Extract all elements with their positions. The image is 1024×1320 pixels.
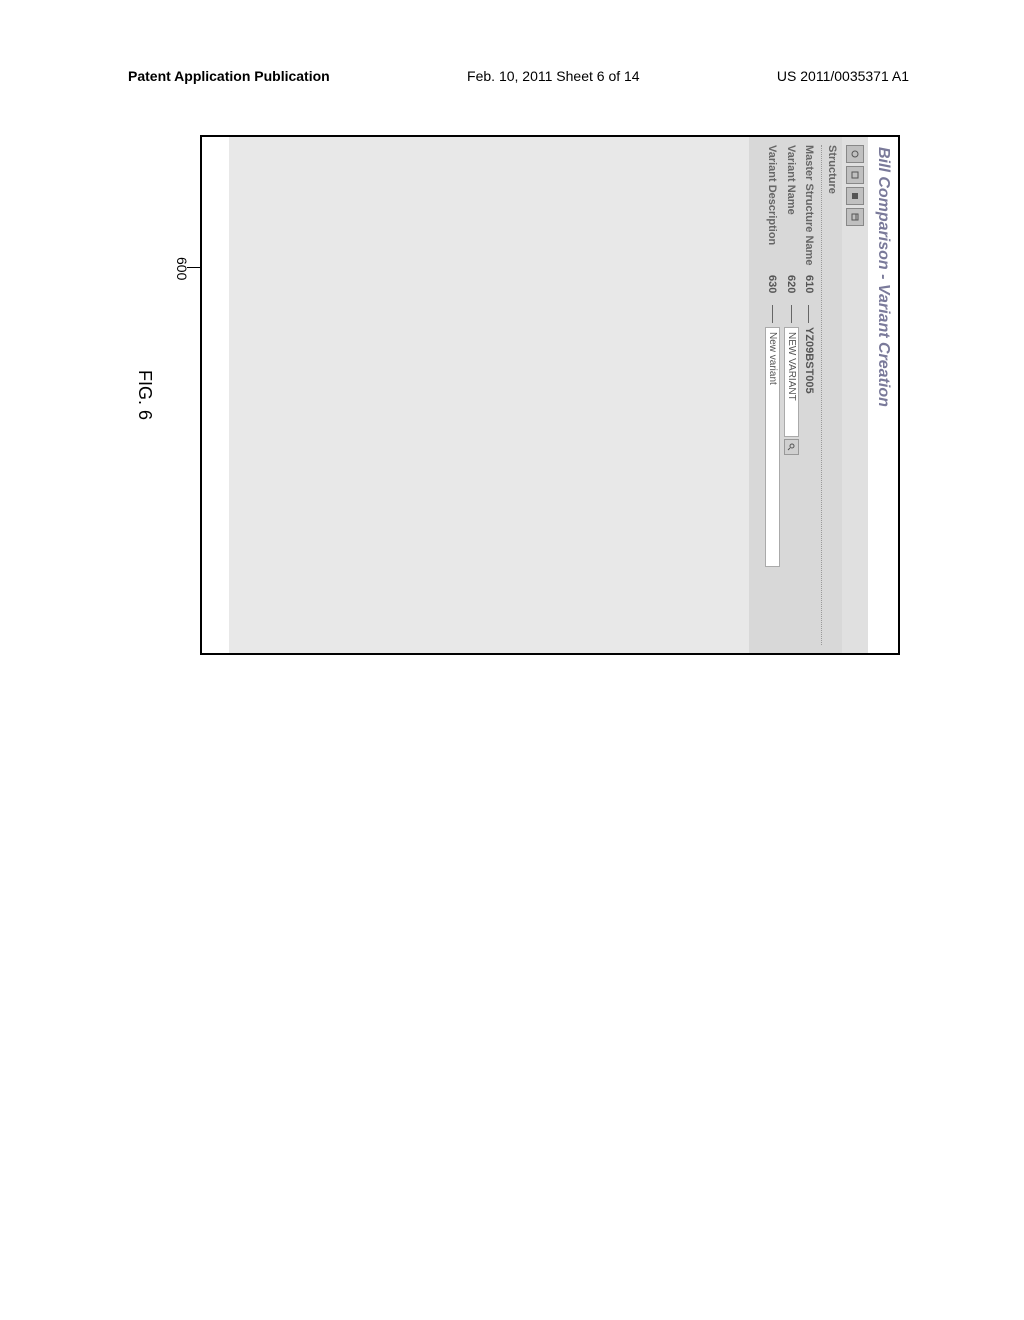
master-structure-label: Master Structure Name [803,145,815,275]
figure-label: FIG. 6 [134,370,155,420]
variant-description-label: Variant Description [767,145,779,275]
variant-description-input-value: New variant [767,332,778,385]
callout-line-630 [772,305,773,323]
variant-name-input[interactable]: NEW VARIANT [784,327,799,437]
callout-line-620 [791,305,792,323]
variant-description-row: Variant Description 630 New variant [765,145,780,645]
ui-window: Bill Comparison - Variant Creation Struc… [200,135,900,655]
toolbar [842,137,868,653]
reference-number-600: 600 [174,257,190,280]
callout-620: 620 [786,275,798,305]
toolbar-button-3[interactable] [846,187,864,205]
window-title: Bill Comparison - Variant Creation [868,137,898,653]
callout-line-610 [809,305,810,323]
callout-630: 630 [767,275,779,305]
toolbar-button-1[interactable] [846,145,864,163]
variant-name-row: Variant Name 620 NEW VARIANT [784,145,799,645]
figure-container: Bill Comparison - Variant Creation Struc… [290,75,810,715]
toolbar-button-4[interactable] [846,208,864,226]
variant-name-input-value: NEW VARIANT [786,332,797,401]
section-header: Structure [821,145,838,645]
master-structure-value: YZ09BST005 [803,327,815,394]
blank-area [229,137,749,653]
callout-610: 610 [803,275,815,305]
variant-name-label: Variant Name [786,145,798,275]
form-section: Structure Master Structure Name 610 YZ09… [749,137,842,653]
master-structure-row: Master Structure Name 610 YZ09BST005 [803,145,815,645]
variant-description-input[interactable]: New variant [765,327,780,567]
variant-name-search-button[interactable] [784,439,799,455]
toolbar-button-2[interactable] [846,166,864,184]
